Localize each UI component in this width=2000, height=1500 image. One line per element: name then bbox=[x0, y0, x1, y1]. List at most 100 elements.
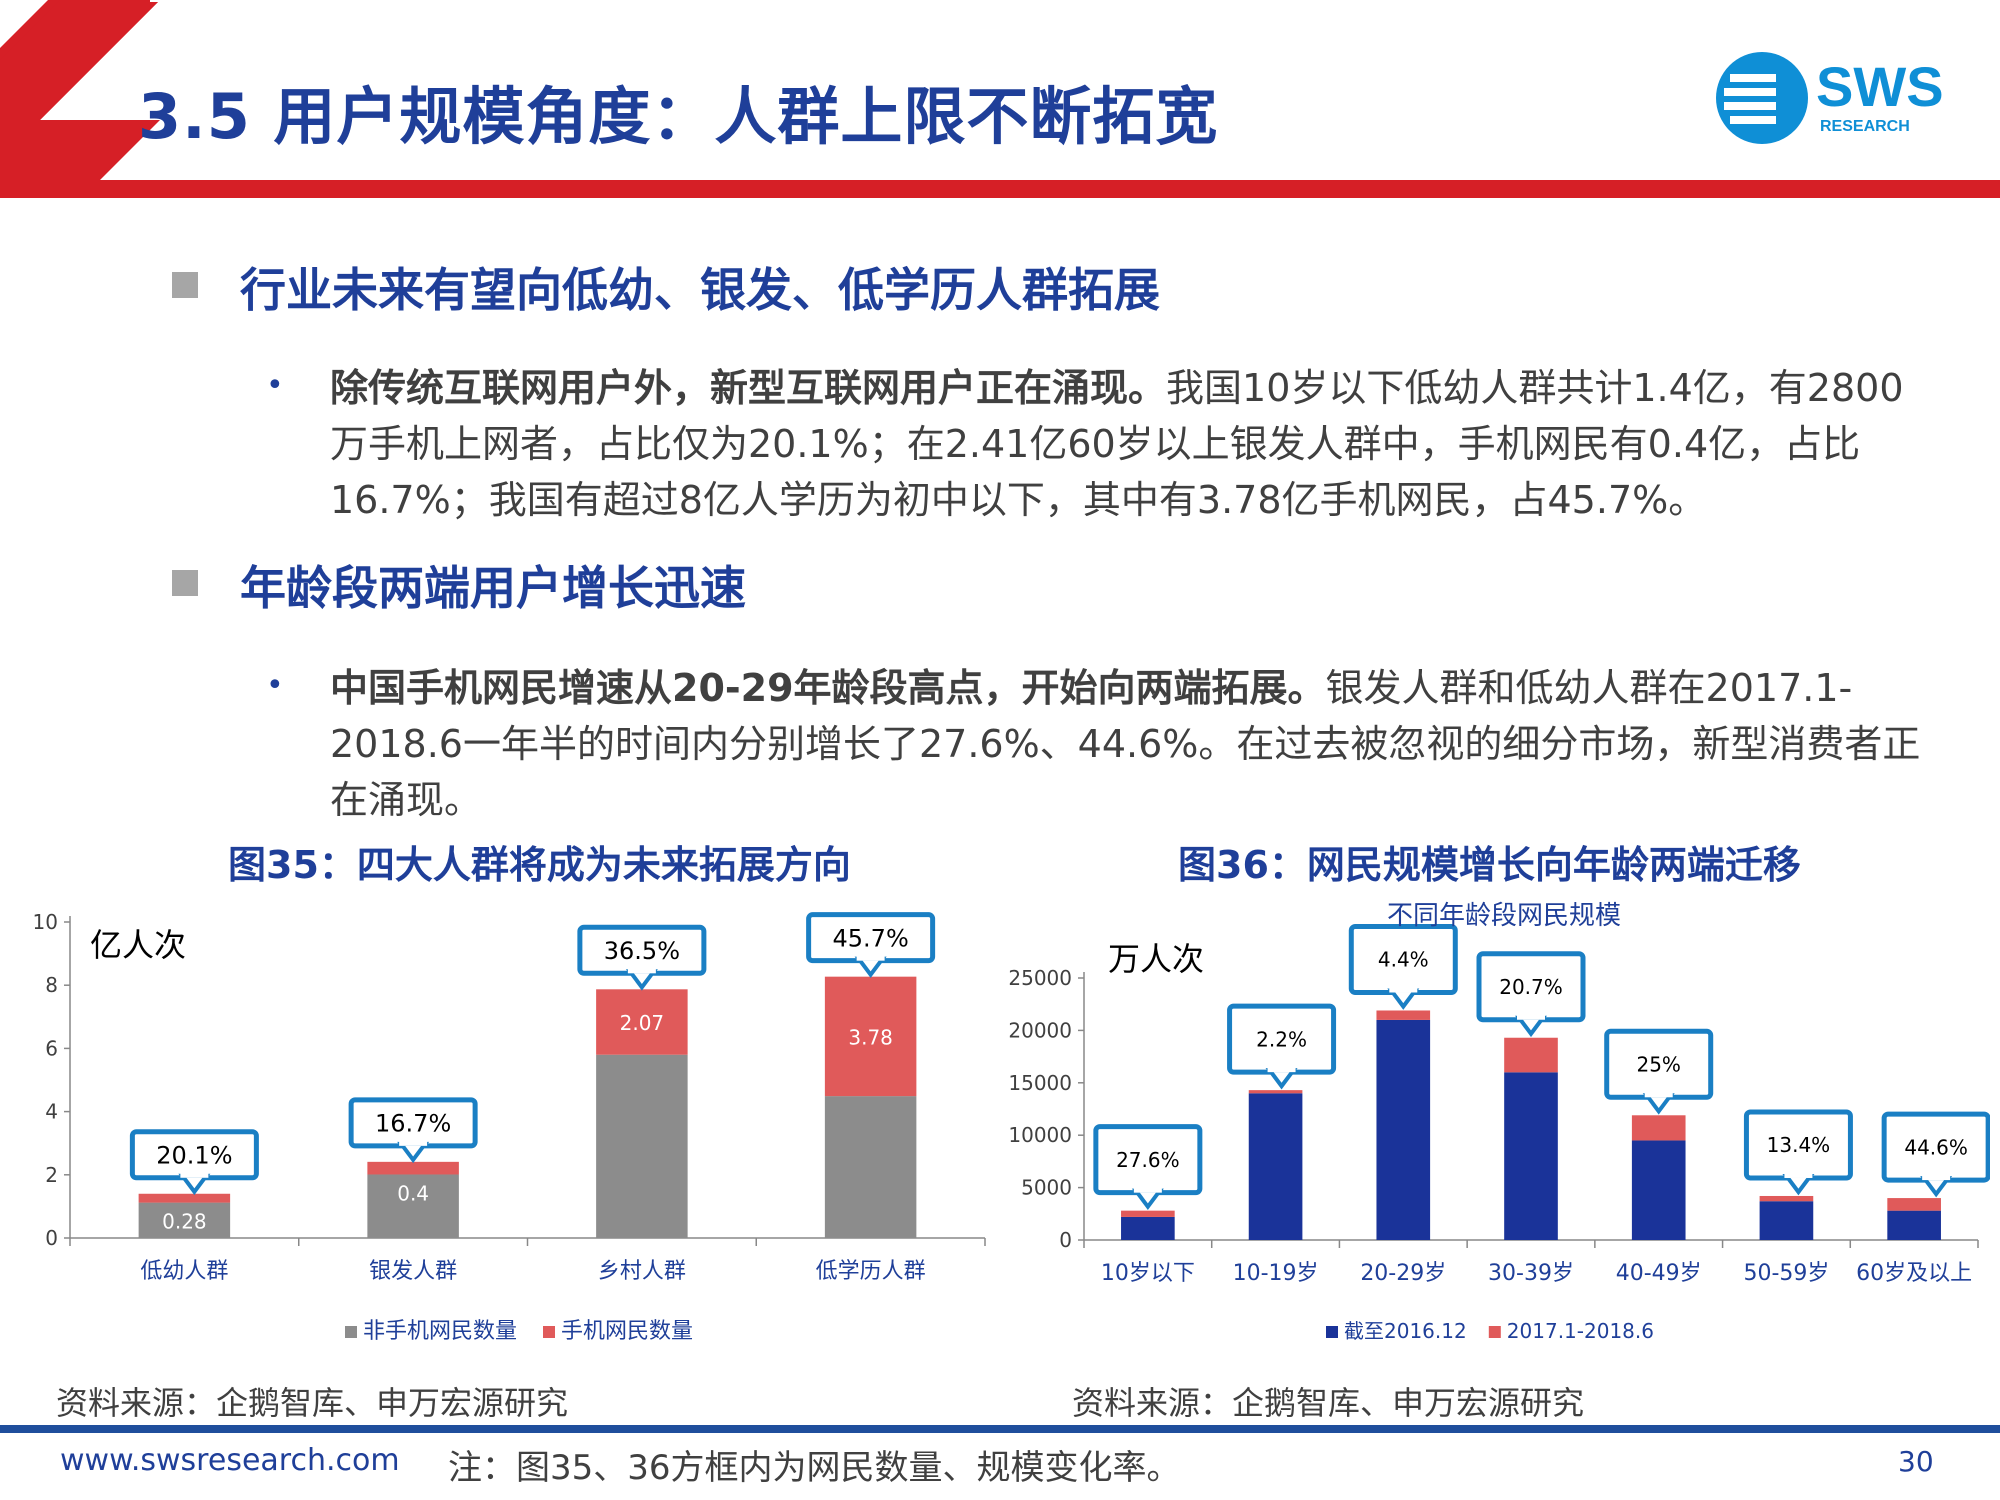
bar-segment bbox=[1376, 1019, 1431, 1240]
y-tick-label: 5000 bbox=[1021, 1176, 1072, 1200]
bar-segment bbox=[1631, 1140, 1686, 1240]
x-category-label: 10-19岁 bbox=[1233, 1261, 1319, 1286]
callout-label: 20.7% bbox=[1499, 975, 1563, 999]
section-marker-square bbox=[172, 272, 198, 298]
bar-segment bbox=[1631, 1115, 1686, 1141]
callout-pointer-mask bbox=[1517, 1013, 1545, 1020]
callout-pointer bbox=[178, 1173, 211, 1196]
section-marker-square bbox=[172, 570, 198, 596]
bar-segment bbox=[596, 1054, 688, 1238]
x-category-label: 60岁及以上 bbox=[1856, 1261, 1972, 1286]
section-paragraph-1: 除传统互联网用户外，新型互联网用户正在涌现。我国10岁以下低幼人群共计1.4亿，… bbox=[330, 360, 1930, 528]
figure-35-source: 资料来源：企鹅智库、申万宏源研究 bbox=[56, 1384, 569, 1422]
bar-segment bbox=[1759, 1195, 1814, 1202]
callout-label: 2.2% bbox=[1256, 1027, 1307, 1051]
bar-segment bbox=[1887, 1198, 1941, 1211]
bar-segment bbox=[1887, 1210, 1941, 1240]
footer-divider bbox=[0, 1425, 2000, 1433]
callout-pointer-mask bbox=[1267, 1066, 1296, 1073]
callout-label: 16.7% bbox=[375, 1109, 451, 1137]
legend-label: 非手机网民数量 bbox=[363, 1319, 517, 1344]
data-label: 0.28 bbox=[162, 1210, 207, 1234]
section-paragraph-2: 中国手机网民增速从20-29年龄段高点，开始向两端拓展。银发人群和低幼人群在20… bbox=[330, 660, 1930, 828]
callout-label: 20.1% bbox=[156, 1141, 232, 1169]
footer-url-link[interactable]: www.swsresearch.com bbox=[60, 1443, 400, 1478]
callout-label: 45.7% bbox=[833, 924, 909, 952]
bar-segment bbox=[596, 989, 688, 1055]
bar-segment bbox=[367, 1161, 459, 1175]
callout-label: 44.6% bbox=[1904, 1135, 1968, 1159]
unit-label: 亿人次 bbox=[90, 926, 186, 964]
callout-pointer-mask bbox=[1922, 1174, 1951, 1181]
x-category-label: 低幼人群 bbox=[140, 1259, 228, 1284]
x-category-label: 10岁以下 bbox=[1101, 1261, 1195, 1286]
bar-segment bbox=[138, 1202, 231, 1238]
callout-label: 27.6% bbox=[1116, 1148, 1180, 1172]
header-top-border bbox=[150, 0, 2000, 2]
logo-globe-icon bbox=[1716, 52, 1808, 144]
callout-pointer-mask bbox=[1784, 1171, 1813, 1178]
paragraph-body: 银发人群和低幼人群在2017.1-2018.6一年半的时间内分别增长了27.6%… bbox=[330, 666, 1921, 822]
section-heading-1: 行业未来有望向低幼、银发、低学历人群拓展 bbox=[240, 263, 1160, 317]
section-heading-2: 年龄段两端用户增长迅速 bbox=[240, 561, 746, 615]
callout-pointer bbox=[1387, 988, 1420, 1010]
callout-pointer-mask bbox=[1133, 1186, 1162, 1193]
legend-swatch bbox=[1326, 1326, 1338, 1338]
page-title: 3.5 用户规模角度：人群上限不断拓宽 bbox=[138, 80, 1219, 153]
header-band bbox=[0, 0, 2000, 198]
callout-label: 13.4% bbox=[1767, 1133, 1831, 1157]
bar-segment bbox=[824, 976, 917, 1097]
bar-segment bbox=[1504, 1037, 1558, 1073]
y-tick-label: 4 bbox=[45, 1100, 58, 1124]
bar-segment bbox=[1121, 1216, 1175, 1240]
callout-pointer-mask bbox=[1644, 1091, 1673, 1098]
y-tick-label: 0 bbox=[45, 1226, 58, 1250]
callout-pointer-mask bbox=[1389, 986, 1418, 993]
legend-label: 截至2016.12 bbox=[1344, 1319, 1467, 1343]
y-tick-label: 0 bbox=[1059, 1228, 1072, 1252]
y-tick-label: 2 bbox=[45, 1163, 58, 1187]
callout-label: 4.4% bbox=[1378, 948, 1429, 972]
data-label: 0.4 bbox=[397, 1181, 429, 1205]
bullet-dot-icon: • bbox=[266, 368, 284, 403]
figure-36-source: 资料来源：企鹅智库、申万宏源研究 bbox=[1072, 1384, 1585, 1422]
legend-swatch bbox=[345, 1326, 357, 1338]
chart-36: 0 5000 10000 15000 20000 25000 10岁以下 10-19岁 20-2… bbox=[1008, 901, 1990, 1343]
y-tick-label: 20000 bbox=[1008, 1018, 1072, 1042]
y-tick-label: 8 bbox=[45, 973, 58, 997]
y-tick-label: 10 bbox=[33, 910, 58, 934]
callout-pointer bbox=[1642, 1093, 1675, 1115]
x-category-label: 银发人群 bbox=[369, 1259, 457, 1284]
logo-subtext: RESEARCH bbox=[1820, 118, 1910, 135]
x-category-label: 20-29岁 bbox=[1360, 1261, 1446, 1286]
x-category-label: 50-59岁 bbox=[1743, 1261, 1829, 1286]
callout-pointer bbox=[1920, 1176, 1953, 1198]
callout-pointer-mask bbox=[399, 1139, 428, 1146]
callout-pointer bbox=[397, 1141, 430, 1164]
x-category-label: 低学历人群 bbox=[816, 1259, 926, 1284]
figure-35-title: 图35：四大人群将成为未来拓展方向 bbox=[228, 843, 851, 887]
bar-segment bbox=[367, 1174, 459, 1238]
data-label: 3.78 bbox=[848, 1025, 893, 1049]
legend-swatch bbox=[543, 1326, 555, 1338]
callout-pointer bbox=[1514, 1015, 1548, 1038]
bar-segment bbox=[1121, 1210, 1175, 1217]
callout-pointer bbox=[854, 956, 887, 979]
chart-title: 不同年龄段网民规模 bbox=[1387, 901, 1621, 931]
x-category-label: 乡村人群 bbox=[598, 1259, 686, 1284]
legend-label: 手机网民数量 bbox=[561, 1319, 693, 1344]
legend-label: 2017.1-2018.6 bbox=[1507, 1319, 1654, 1343]
x-category-label: 30-39岁 bbox=[1488, 1261, 1574, 1286]
bar-segment bbox=[1248, 1090, 1303, 1094]
bar-segment bbox=[138, 1193, 231, 1203]
callout-label: 36.5% bbox=[604, 937, 680, 965]
figure-36-title: 图36：网民规模增长向年龄两端迁移 bbox=[1178, 843, 1801, 887]
footer-note: 注：图35、36方框内为网民数量、规模变化率。 bbox=[448, 1448, 1181, 1488]
callout-pointer bbox=[1782, 1173, 1815, 1196]
callout-pointer bbox=[625, 969, 658, 991]
callout-pointer-mask bbox=[627, 967, 656, 974]
paragraph-bold-lead: 中国手机网民增速从20-29年龄段高点，开始向两端拓展。 bbox=[330, 666, 1326, 710]
bullet-dot-icon: • bbox=[266, 668, 284, 703]
callout-label: 25% bbox=[1636, 1052, 1680, 1076]
bar-segment bbox=[1504, 1072, 1558, 1240]
